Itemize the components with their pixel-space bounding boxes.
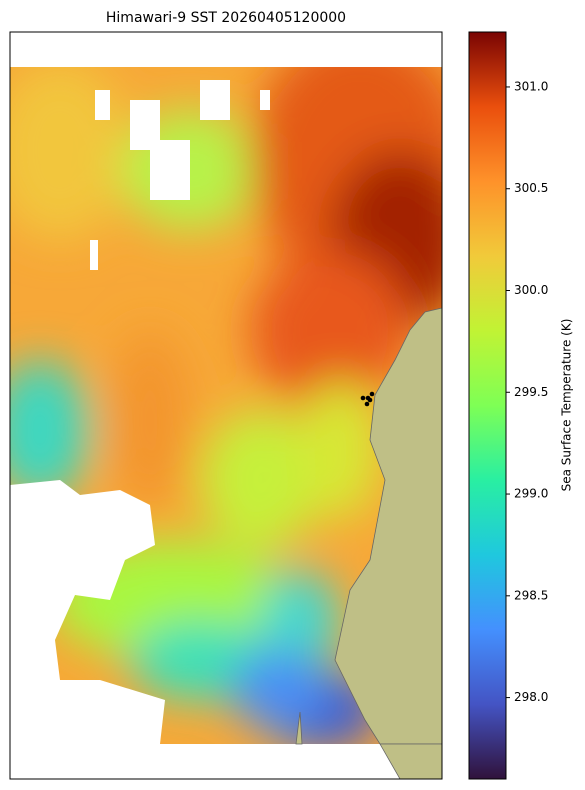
sst-field <box>10 67 442 744</box>
map-frame <box>9 31 443 780</box>
colorbar-tick-label: 301.0 <box>514 79 548 93</box>
chart-title: Himawari-9 SST 20260405120000 <box>106 10 346 26</box>
colorbar-label: Sea Surface Temperature (K) <box>560 319 574 492</box>
colorbar-tick-label: 299.5 <box>514 385 548 399</box>
colorbar-tick-label: 299.0 <box>514 487 548 501</box>
colorbar-tick-label: 298.5 <box>514 588 548 602</box>
map <box>9 31 443 780</box>
colorbar-tick-label: 300.5 <box>514 181 548 195</box>
colorbar-fill <box>468 31 507 780</box>
colorbar <box>468 31 507 780</box>
stations <box>360 391 375 407</box>
colorbar-tick-label: 300.0 <box>514 283 548 297</box>
colorbar-tick-label: 298.0 <box>514 690 548 704</box>
